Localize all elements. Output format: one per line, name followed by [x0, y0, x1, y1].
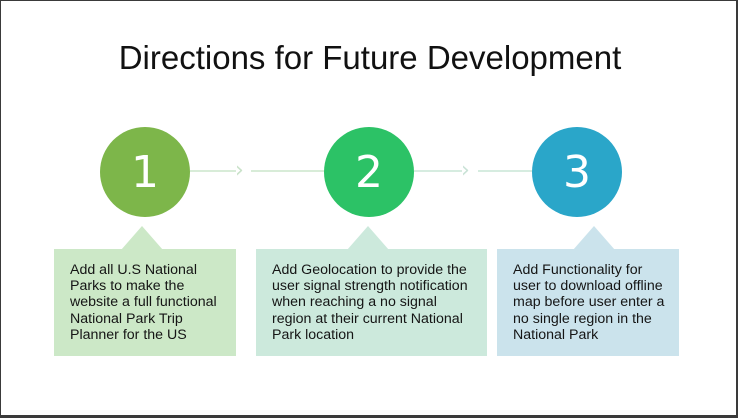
step-3-number: 3 — [563, 146, 591, 198]
step-3-pointer — [573, 226, 615, 250]
step-1-circle: 1 — [100, 127, 190, 217]
step-3-circle: 3 — [532, 127, 622, 217]
step-2-pointer — [347, 226, 389, 250]
step-1-number: 1 — [131, 146, 159, 198]
step-2-number: 2 — [355, 146, 383, 198]
connector-line-3 — [414, 170, 462, 172]
step-2-card: Add Geolocation to provide the user sign… — [256, 249, 487, 356]
chevron-right-icon: › — [461, 158, 470, 183]
step-2-circle: 2 — [324, 127, 414, 217]
connector-line-1 — [190, 170, 236, 172]
connector-line-2 — [251, 170, 324, 172]
step-1-card: Add all U.S National Parks to make the w… — [54, 249, 236, 356]
step-1-text: Add all U.S National Parks to make the w… — [70, 262, 217, 343]
chevron-right-icon: › — [235, 158, 244, 183]
connector-line-4 — [478, 170, 532, 172]
slide-title: Directions for Future Development — [118, 39, 622, 76]
step-2-text: Add Geolocation to provide the user sign… — [272, 262, 468, 343]
step-1-pointer — [121, 226, 163, 250]
step-3-text: Add Functionality for user to download o… — [513, 262, 665, 343]
step-3-card: Add Functionality for user to download o… — [497, 249, 679, 356]
